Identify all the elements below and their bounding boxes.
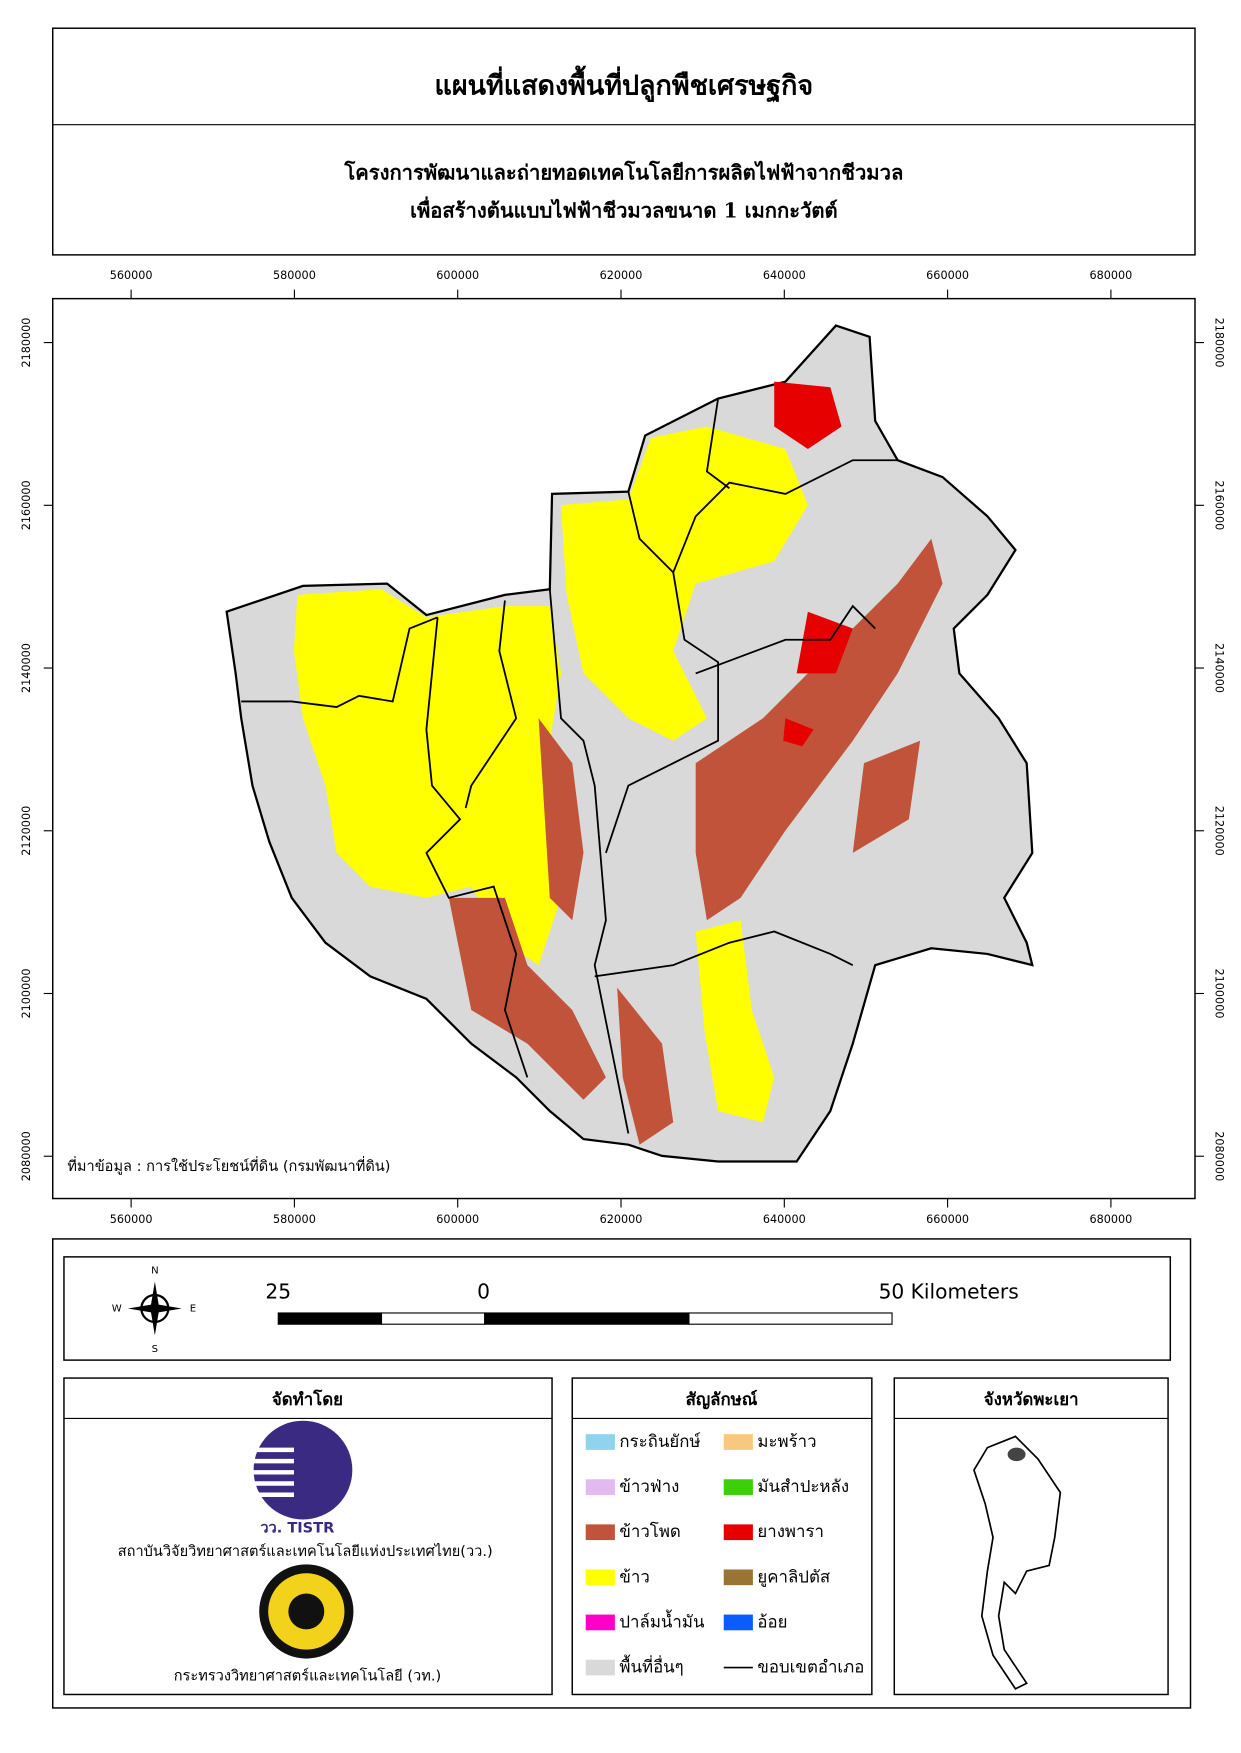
legend-label: ข้าวโพด (619, 1521, 680, 1541)
legend-swatch (585, 1479, 615, 1495)
thailand-outline (973, 1435, 1062, 1690)
title: แผนที่แสดงพื้นที่ปลูกพืชเศรษฐกิจ (435, 65, 814, 104)
legend-label: ข้าว (619, 1566, 649, 1586)
y-tick-label: 2080000 (1213, 1131, 1226, 1181)
x-tick-label: 640000 (763, 269, 806, 282)
x-tick-label: 600000 (436, 1213, 479, 1226)
legend-box (571, 1377, 873, 1696)
x-tick-label: 620000 (600, 269, 643, 282)
province-area (225, 324, 1034, 1163)
corn-area (448, 538, 943, 1145)
y-tick-label: 2120000 (1213, 806, 1226, 856)
east-label: E (190, 1303, 196, 1314)
x-tick-label: 580000 (273, 269, 316, 282)
legend-label: ขอบเขตอำเภอ (757, 1657, 864, 1677)
scale-label: 50 Kilometers (879, 1279, 1019, 1303)
y-tick-label: 2140000 (1213, 643, 1226, 693)
header-box (52, 27, 1196, 256)
legend-label: อ้อย (757, 1611, 787, 1631)
org-name: กระทรวงวิทยาศาสตร์และเทคโนโลยี (วท.) (174, 1667, 441, 1685)
inset-box (893, 1377, 1169, 1696)
producer-box (63, 1377, 553, 1696)
legend-swatch (723, 1614, 753, 1631)
x-tick-label: 680000 (1089, 269, 1132, 282)
x-tick-label: 640000 (763, 1213, 806, 1226)
most-logo (259, 1564, 354, 1659)
y-tick-label: 2100000 (20, 969, 33, 1019)
y-tick-label: 2080000 (20, 1131, 33, 1181)
x-tick-label: 600000 (436, 269, 479, 282)
legend-label: กระถินยักษ์ (619, 1431, 701, 1451)
legend-swatch (723, 1524, 753, 1541)
legend-label: ยูคาลิปตัส (757, 1566, 830, 1587)
legend-swatch (585, 1434, 615, 1450)
map: ที่มาข้อมูล : การใช้ประโยชน์ที่ดิน (กรมพ… (20, 269, 1226, 1226)
y-tick-label: 2160000 (20, 480, 33, 530)
legend-label: มันสำปะหลัง (757, 1476, 849, 1496)
y-tick-label: 2180000 (20, 318, 33, 368)
subtitle: โครงการพัฒนาและถ่ายทอดเทคโนโลยีการผลิตไฟ… (343, 160, 903, 185)
x-tick-label: 560000 (110, 269, 153, 282)
y-tick-label: 2120000 (20, 806, 33, 856)
scale-box (63, 1256, 1172, 1361)
bottom-panel (52, 1238, 1192, 1709)
legend-label: ปาล์มน้ำมัน (619, 1609, 705, 1631)
y-tick-label: 2160000 (1213, 480, 1226, 530)
legend-label: พื้นที่อื่นๆ (619, 1655, 683, 1677)
x-tick-label: 660000 (926, 269, 969, 282)
legend-swatch (723, 1569, 753, 1586)
legend-label: ยางพารา (757, 1521, 824, 1541)
logo-text: วว. TISTR (260, 1519, 334, 1536)
scale-label: 0 (477, 1279, 490, 1303)
legend-swatch (723, 1479, 753, 1495)
scale-bar (277, 1312, 893, 1325)
source-note: ที่มาข้อมูล : การใช้ประโยชน์ที่ดิน (กรมพ… (67, 1156, 390, 1175)
y-tick-label: 2180000 (1213, 318, 1226, 368)
legend-swatch (585, 1569, 615, 1586)
legend-swatch (585, 1524, 615, 1541)
legend-swatch (723, 1434, 753, 1450)
tistr-logo (249, 1420, 353, 1520)
south-label: S (152, 1344, 158, 1355)
map-frame (52, 297, 1196, 1200)
legend: กระถินยักษ์ข้าวฟ่างข้าวโพดข้าวปาล์มน้ำมั… (585, 1431, 864, 1677)
legend-swatch (585, 1659, 615, 1676)
legend-label: มะพร้าว (757, 1431, 816, 1451)
west-label: W (112, 1303, 122, 1314)
y-tick-label: 2100000 (1213, 969, 1226, 1019)
x-tick-label: 620000 (600, 1213, 643, 1226)
y-tick-label: 2140000 (20, 643, 33, 693)
inset-title: จังหวัดพะเยา (984, 1389, 1079, 1409)
north-arrow: N S W E (112, 1265, 196, 1355)
org-name: สถาบันวิจัยวิทยาศาสตร์และเทคโนโลยีแห่งปร… (118, 1542, 493, 1560)
legend-title: สัญลักษณ์ (686, 1389, 758, 1410)
north-label: N (151, 1265, 159, 1276)
x-tick-label: 580000 (273, 1213, 316, 1226)
scale-label: 25 (265, 1279, 291, 1303)
x-tick-label: 560000 (110, 1213, 153, 1226)
producer-title: จัดทำโดย (272, 1389, 343, 1409)
legend-label: ข้าวฟ่าง (619, 1476, 679, 1496)
x-tick-label: 680000 (1089, 1213, 1132, 1226)
legend-swatch (585, 1614, 615, 1631)
district-boundaries (241, 398, 898, 1134)
subtitle: เพื่อสร้างต้นแบบไฟฟ้าชีวมวลขนาด 1 เมกกะว… (410, 196, 838, 223)
x-tick-label: 660000 (926, 1213, 969, 1226)
